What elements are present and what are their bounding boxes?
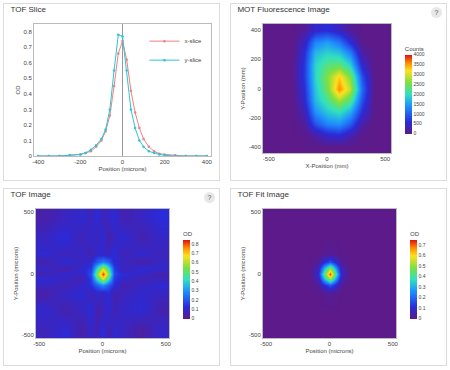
svg-text:X-Position (mm): X-Position (mm): [305, 163, 348, 169]
svg-text:500: 500: [161, 341, 172, 347]
svg-text:0.8: 0.8: [192, 241, 199, 247]
svg-text:0.1: 0.1: [419, 305, 426, 311]
svg-text:0: 0: [28, 153, 32, 159]
svg-text:0: 0: [325, 156, 329, 162]
svg-text:MOT Fluorescence Image: MOT Fluorescence Image: [237, 5, 330, 14]
svg-text:0.5: 0.5: [192, 269, 199, 275]
svg-text:0.7: 0.7: [23, 44, 32, 50]
svg-text:-500: -500: [249, 332, 262, 338]
svg-text:Y-Position (microns): Y-Position (microns): [13, 247, 19, 300]
svg-text:-500: -500: [22, 332, 35, 338]
svg-text:0.4: 0.4: [192, 278, 199, 284]
svg-text:2500: 2500: [414, 81, 425, 87]
svg-text:x-slice: x-slice: [184, 38, 202, 44]
svg-text:2000: 2000: [414, 91, 425, 97]
svg-text:0: 0: [121, 159, 125, 165]
svg-text:0.7: 0.7: [192, 250, 199, 256]
svg-text:Position (microns): Position (microns): [78, 348, 126, 354]
svg-text:0.2: 0.2: [192, 297, 199, 303]
svg-text:0.3: 0.3: [192, 287, 199, 293]
svg-text:0.2: 0.2: [23, 122, 32, 128]
svg-text:0: 0: [328, 341, 332, 347]
svg-text:0: 0: [192, 315, 195, 321]
svg-text:0: 0: [257, 86, 261, 92]
svg-text:-200: -200: [74, 159, 87, 165]
svg-text:Position (microns): Position (microns): [305, 348, 353, 354]
svg-text:0.6: 0.6: [192, 259, 199, 265]
svg-text:OD: OD: [410, 231, 420, 237]
svg-text:0: 0: [30, 271, 34, 277]
svg-text:0.7: 0.7: [419, 242, 426, 248]
svg-text:TOF Fit Image: TOF Fit Image: [237, 190, 289, 199]
svg-text:4000: 4000: [414, 51, 425, 57]
svg-text:OD: OD: [15, 85, 21, 95]
svg-text:Counts: Counts: [405, 46, 424, 52]
svg-text:OD: OD: [183, 231, 193, 237]
svg-text:500: 500: [251, 209, 262, 215]
svg-text:0.2: 0.2: [419, 294, 426, 300]
svg-text:1000: 1000: [414, 111, 425, 117]
svg-text:0: 0: [419, 315, 422, 321]
svg-text:0: 0: [257, 271, 261, 277]
svg-text:0.3: 0.3: [23, 107, 32, 113]
svg-text:-500: -500: [33, 341, 46, 347]
svg-text:1500: 1500: [414, 101, 425, 107]
svg-text:3500: 3500: [414, 61, 425, 67]
svg-text:-400: -400: [249, 144, 262, 150]
svg-text:0.1: 0.1: [23, 138, 32, 144]
svg-text:200: 200: [251, 56, 262, 62]
svg-text:0.4: 0.4: [23, 91, 32, 97]
svg-text:Y-Position (mm): Y-Position (mm): [240, 67, 246, 109]
svg-text:3000: 3000: [414, 71, 425, 77]
svg-text:0.4: 0.4: [419, 273, 426, 279]
svg-text:0.6: 0.6: [419, 252, 426, 258]
svg-text:y-slice: y-slice: [184, 57, 202, 63]
svg-text:400: 400: [251, 27, 262, 33]
svg-text:TOF Image: TOF Image: [10, 190, 51, 199]
svg-text:-400: -400: [32, 159, 45, 165]
svg-text:-500: -500: [260, 341, 273, 347]
svg-text:0: 0: [101, 341, 105, 347]
svg-text:200: 200: [160, 159, 171, 165]
svg-text:500: 500: [380, 156, 391, 162]
svg-text:500: 500: [414, 120, 423, 126]
svg-text:0.5: 0.5: [23, 75, 32, 81]
svg-text:Y-Position (microns): Y-Position (microns): [240, 247, 246, 300]
svg-text:0.1: 0.1: [192, 306, 199, 312]
svg-text:TOF Slice: TOF Slice: [10, 5, 46, 14]
svg-text:0.8: 0.8: [23, 29, 32, 35]
svg-text:500: 500: [388, 341, 399, 347]
svg-text:-500: -500: [263, 156, 276, 162]
svg-text:400: 400: [202, 159, 213, 165]
svg-text:Position (microns): Position (microns): [98, 166, 146, 172]
svg-text:500: 500: [24, 209, 35, 215]
svg-text:0.6: 0.6: [23, 60, 32, 66]
svg-text:0.3: 0.3: [419, 284, 426, 290]
svg-text:0: 0: [414, 130, 417, 136]
svg-text:-200: -200: [249, 115, 262, 121]
svg-text:0.5: 0.5: [419, 263, 426, 269]
